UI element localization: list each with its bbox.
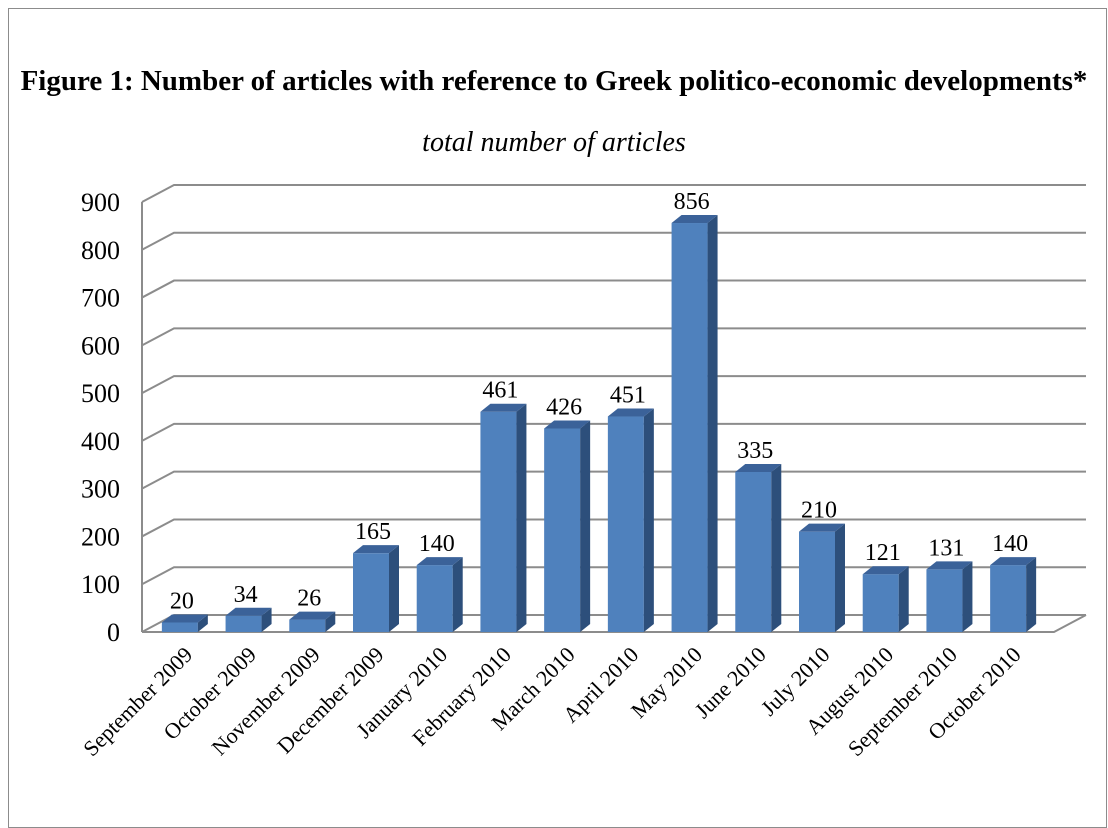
x-tick-label: June 2010	[690, 642, 771, 723]
bar	[289, 611, 336, 632]
data-label: 34	[234, 582, 258, 608]
data-label: 26	[297, 586, 321, 612]
data-label: 121	[865, 540, 901, 566]
x-tick-label: September 2010	[843, 642, 962, 761]
bar	[607, 408, 654, 632]
data-label: 210	[801, 498, 837, 524]
data-label: 856	[674, 189, 710, 215]
bar	[225, 607, 272, 632]
y-tick-label: 900	[81, 188, 120, 217]
bar	[353, 545, 399, 632]
y-tick-label: 700	[81, 284, 120, 313]
bar	[990, 557, 1037, 632]
bar	[862, 566, 909, 632]
data-label: 451	[610, 383, 646, 409]
gridline	[141, 231, 1086, 251]
y-tick-label: 100	[81, 570, 120, 599]
bar	[735, 463, 782, 632]
gridline	[141, 375, 1086, 394]
gridline	[141, 566, 1086, 586]
y-tick-label: 300	[81, 475, 120, 504]
data-labels: 20 34 26 165 140 461 426 451 856 335 210 121 131 140	[170, 189, 1028, 614]
data-label: 335	[737, 438, 773, 464]
data-label: 165	[355, 519, 391, 545]
y-tick-label: 800	[81, 236, 120, 265]
bar	[799, 523, 845, 632]
gridline	[141, 470, 1086, 490]
y-tick-label: 400	[81, 427, 120, 456]
bar	[480, 403, 527, 632]
data-label: 461	[482, 378, 518, 404]
gridline	[141, 518, 1086, 538]
chart-title: Figure 1: Number of articles with refere…	[20, 65, 1088, 97]
gridline	[141, 422, 1086, 442]
y-tick-label: 200	[81, 522, 120, 551]
bar	[544, 420, 591, 632]
bar	[926, 561, 973, 632]
x-tick-label: November 2009	[206, 642, 324, 760]
chart-subtitle: total number of articles	[422, 127, 686, 158]
bar	[161, 614, 208, 632]
data-label: 20	[170, 588, 194, 614]
data-label: 140	[419, 531, 455, 557]
bar	[671, 215, 718, 632]
y-tick-label: 500	[81, 379, 120, 408]
data-label: 131	[928, 535, 964, 561]
gridline	[141, 279, 1086, 299]
bars	[161, 215, 1037, 632]
bar	[416, 557, 463, 632]
gridline	[141, 327, 1086, 347]
data-label: 140	[992, 531, 1028, 557]
data-label: 426	[546, 394, 582, 420]
y-axis-ticks: 0 100 200 300 400 500 600 700 800 900	[81, 188, 120, 647]
y-tick-label: 600	[81, 331, 120, 360]
x-tick-label: September 2009	[78, 642, 197, 761]
y-tick-label: 0	[107, 618, 120, 647]
gridline	[141, 184, 1086, 203]
